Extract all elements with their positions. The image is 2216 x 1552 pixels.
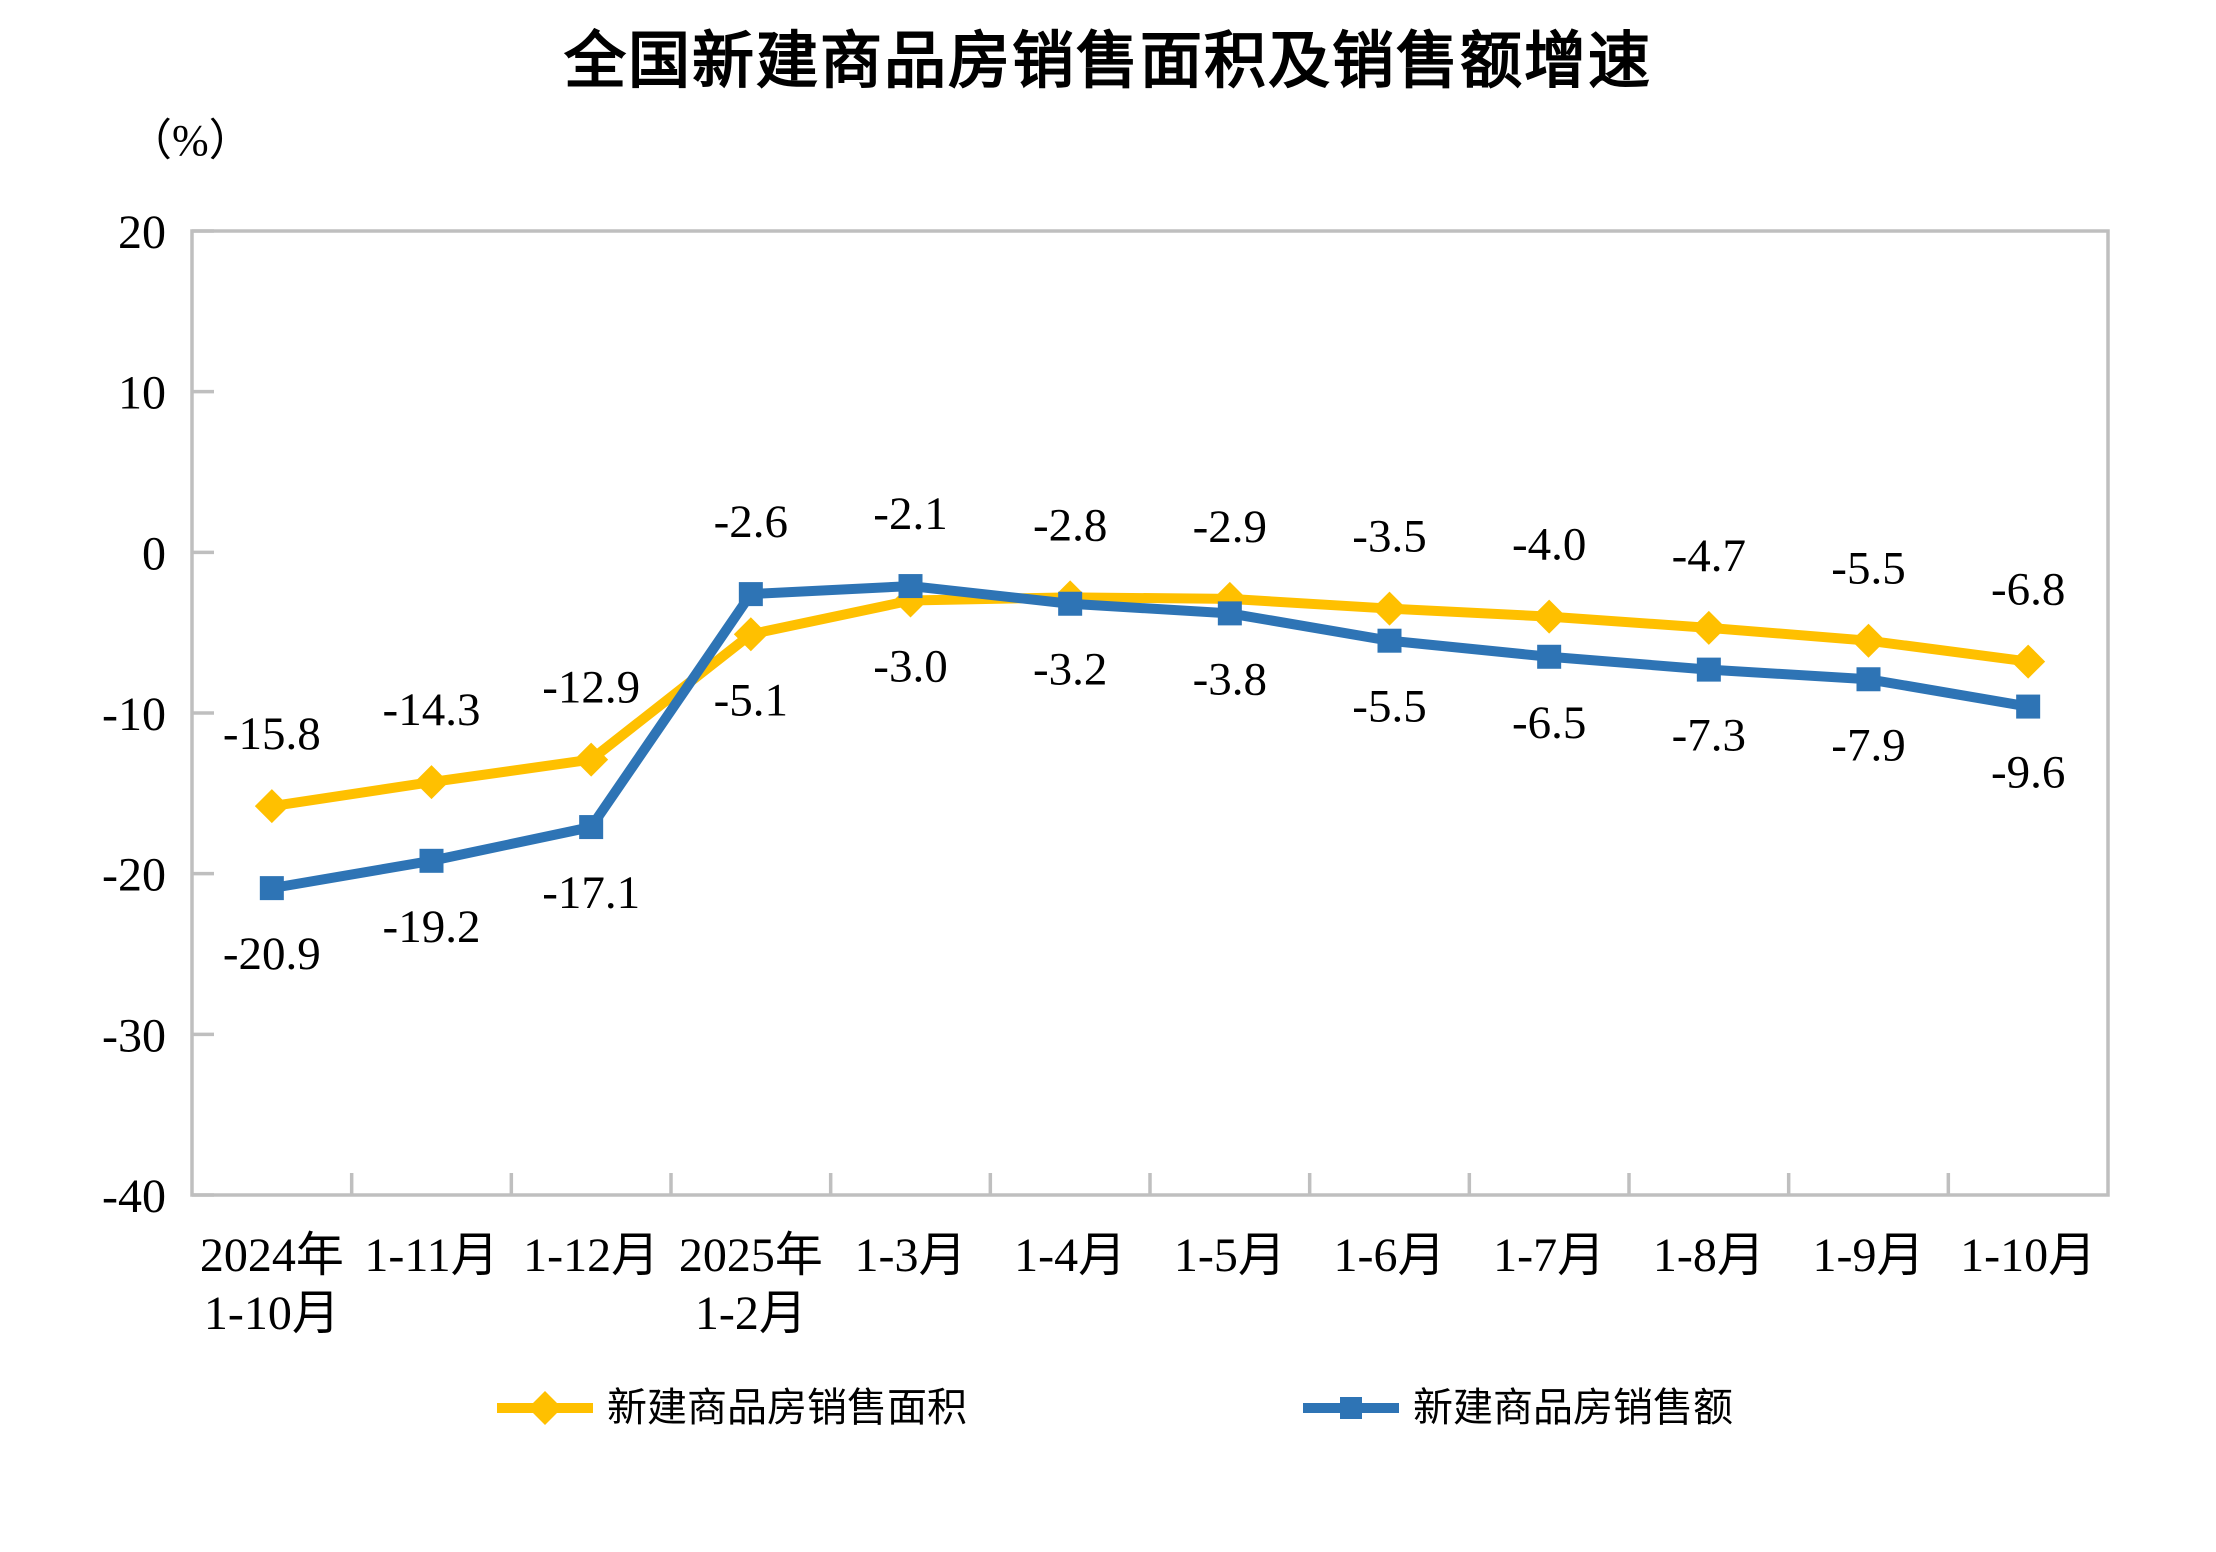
legend-label-sales-amount: 新建商品房销售额	[1413, 1385, 1733, 1430]
legend-item-sales-area: 新建商品房销售面积	[497, 1380, 967, 1436]
x-category-label: 2024年	[200, 1229, 344, 1282]
y-tick-label: -30	[102, 1009, 166, 1062]
chart-title: 全国新建商品房销售面积及销售额增速	[563, 27, 1652, 96]
diamond-marker-icon	[414, 765, 449, 800]
x-category-label: 1-11月	[364, 1229, 498, 1282]
x-category-label: 1-8月	[1653, 1229, 1765, 1282]
data-label: -12.9	[542, 662, 640, 714]
y-tick-label: -40	[102, 1170, 166, 1223]
diamond-marker-icon	[574, 742, 609, 777]
diamond-marker-icon	[1532, 599, 1567, 634]
y-tick-label: 20	[118, 206, 166, 259]
x-category-label: 1-10月	[1960, 1229, 2096, 1282]
data-label: -6.5	[1512, 697, 1586, 749]
square-marker-icon	[1058, 591, 1083, 616]
data-label: -14.3	[383, 684, 481, 736]
data-label: -15.8	[223, 708, 321, 760]
diamond-marker-icon	[1691, 610, 1726, 645]
data-label: -5.1	[714, 674, 788, 726]
y-tick-label: 0	[142, 527, 166, 580]
legend-label-sales-area: 新建商品房销售面积	[607, 1385, 967, 1430]
data-label: -2.6	[714, 496, 788, 548]
legend-item-sales-amount: 新建商品房销售额	[1303, 1380, 1733, 1436]
data-label: -20.9	[223, 928, 321, 980]
data-label: -5.5	[1352, 681, 1426, 733]
legend-line-sample-area	[497, 1391, 593, 1425]
data-label: -2.8	[1033, 499, 1107, 551]
data-label: -9.6	[1991, 747, 2065, 799]
x-category-label: 1-6月	[1334, 1229, 1446, 1282]
data-label: -3.0	[873, 641, 947, 693]
x-category-label: 2025年	[679, 1229, 823, 1282]
square-marker-icon	[1217, 601, 1242, 626]
data-label: -3.2	[1033, 644, 1107, 696]
data-label: -4.0	[1512, 519, 1586, 571]
square-marker-icon	[1340, 1397, 1362, 1419]
square-marker-icon	[419, 848, 444, 873]
series-line-amount	[266, 581, 2034, 894]
data-label: -2.1	[873, 488, 947, 540]
square-marker-icon	[1856, 667, 1881, 692]
data-label: -3.5	[1352, 511, 1426, 563]
data-label: -17.1	[542, 867, 640, 919]
x-category-label: 1-5月	[1174, 1229, 1286, 1282]
square-marker-icon	[1537, 644, 1562, 669]
data-label: -4.7	[1672, 530, 1746, 582]
x-category-label: 1-12月	[523, 1229, 659, 1282]
y-tick-label: -10	[102, 688, 166, 741]
y-tick-label: 10	[118, 367, 166, 420]
x-category-label: 1-3月	[855, 1229, 967, 1282]
square-marker-icon	[1696, 657, 1721, 682]
y-axis-unit-label: （%）	[128, 116, 253, 165]
diamond-marker-icon	[1372, 591, 1407, 626]
x-category-label: 1-9月	[1813, 1229, 1925, 1282]
square-marker-icon	[898, 574, 923, 599]
x-category-label: 1-2月	[695, 1287, 807, 1340]
data-label: -19.2	[383, 901, 481, 953]
y-tick-label: -20	[102, 849, 166, 902]
diamond-marker-icon	[733, 617, 768, 652]
data-label: -7.9	[1831, 719, 1905, 771]
square-marker-icon	[579, 815, 604, 840]
square-marker-icon	[259, 876, 284, 901]
square-marker-icon	[2016, 694, 2041, 719]
data-label: -5.5	[1831, 543, 1905, 595]
chart-legend: 新建商品房销售面积 新建商品房销售额	[0, 1380, 2216, 1436]
square-marker-icon	[1377, 628, 1402, 653]
series-line-area	[266, 592, 2034, 812]
diamond-marker-icon	[254, 789, 289, 824]
x-category-label: 1-7月	[1493, 1229, 1605, 1282]
diamond-marker-icon	[2011, 644, 2046, 679]
x-category-label: 1-10月	[204, 1287, 340, 1340]
square-marker-icon	[738, 582, 763, 607]
data-label: -3.8	[1193, 653, 1267, 705]
diamond-marker-icon	[528, 1391, 562, 1425]
diamond-marker-icon	[1851, 623, 1886, 658]
data-label: -6.8	[1991, 564, 2065, 616]
data-label: -2.9	[1193, 501, 1267, 553]
x-category-label: 1-4月	[1014, 1229, 1126, 1282]
data-label: -7.3	[1672, 710, 1746, 762]
legend-line-sample-amount	[1303, 1397, 1399, 1419]
